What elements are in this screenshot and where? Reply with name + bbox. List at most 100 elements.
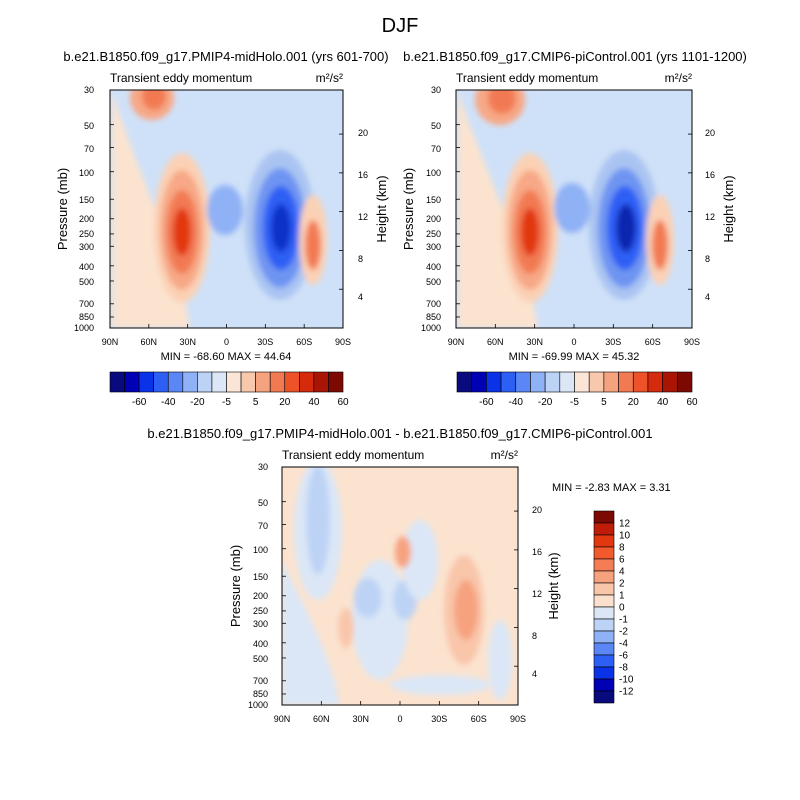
colorbar-swatch — [226, 371, 242, 393]
contour-subpolar-maximum — [305, 220, 321, 270]
contour-positive-region — [338, 608, 354, 648]
y-axis-label: Pressure (mb) — [401, 168, 416, 250]
colorbar-swatch — [593, 510, 615, 524]
x-tick-label: 30N — [526, 337, 543, 347]
colorbar-label: 4 — [619, 567, 625, 578]
colorbar-label: -40 — [161, 397, 176, 408]
y-tick-label: 500 — [79, 277, 94, 287]
colorbar-swatch — [593, 666, 615, 680]
colorbar-swatch — [530, 371, 546, 393]
height-axis-label: Height (km) — [546, 552, 561, 619]
contour-negative-region — [390, 675, 490, 695]
height-axis: 20 16 12 8 4 Height (km) — [358, 128, 389, 302]
y-axis-label: Pressure (mb) — [228, 545, 243, 627]
colorbar-label: 1 — [619, 591, 625, 602]
stats-text: MIN = -69.99 MAX = 45.32 — [509, 351, 640, 363]
colorbar-swatch — [593, 582, 615, 596]
y-tick-label: 200 — [426, 214, 441, 224]
x-axis: 90N 60N 30N 0 30S 60S 90S — [448, 337, 700, 347]
x-tick-label: 30S — [257, 337, 273, 347]
colorbar-label: 40 — [657, 397, 669, 408]
colorbar-label: -10 — [619, 675, 634, 686]
y-tick-label: 250 — [426, 229, 441, 239]
colorbar-label: -60 — [132, 397, 147, 408]
contour-field — [456, 90, 692, 328]
colorbar-swatch — [299, 371, 315, 393]
contour-negative-region — [354, 578, 382, 618]
colorbar-swatch — [544, 371, 561, 393]
height-axis: 20 16 12 8 4 Height (km) — [705, 128, 736, 302]
x-tick-label: 60N — [141, 337, 158, 347]
y-tick-label: 70 — [431, 144, 441, 154]
x-tick-label: 90N — [274, 714, 291, 724]
y-axis: 30 50 70 100 150 200 250 300 400 500 700… — [228, 462, 268, 710]
y-tick-label: 1000 — [421, 323, 441, 333]
colorbar-label: -1 — [619, 615, 628, 626]
contour-northern-maximum — [521, 208, 539, 256]
x-tick-label: 60S — [645, 337, 661, 347]
colorbar-swatch — [559, 371, 575, 393]
colorbar: -60 -40 -20 -5 5 20 40 60 — [109, 371, 349, 408]
y-tick-label: 300 — [426, 242, 441, 252]
colorbar-swatch — [593, 570, 615, 584]
stats-text: MIN = -2.83 MAX = 3.31 — [552, 482, 671, 494]
colorbar-swatch — [313, 371, 329, 393]
y-tick-label: 50 — [84, 121, 94, 131]
stats-text: MIN = -68.60 MAX = 44.64 — [161, 351, 292, 363]
y-axis: 30 50 70 100 150 200 250 300 400 500 700… — [55, 85, 94, 333]
contour-polar-maximum — [142, 90, 166, 110]
colorbar-label: 8 — [619, 543, 625, 554]
y-tick-label: 150 — [253, 572, 268, 582]
y-tick-label: 250 — [79, 229, 94, 239]
height-tick-label: 8 — [532, 631, 537, 641]
y-tick-label: 700 — [426, 299, 441, 309]
colorbar-label: 40 — [308, 397, 320, 408]
colorbar-swatch — [662, 371, 678, 393]
y-tick-label: 500 — [253, 654, 268, 664]
height-tick-label: 16 — [532, 547, 542, 557]
panel-subtitle-right: m²/s² — [491, 448, 518, 462]
colorbar-swatch — [486, 371, 502, 393]
height-tick-label: 16 — [358, 170, 368, 180]
panel-subtitle-right: m²/s² — [316, 71, 343, 85]
y-tick-label: 500 — [426, 277, 441, 287]
y-tick-label: 700 — [253, 676, 268, 686]
y-axis-label: Pressure (mb) — [55, 168, 70, 250]
colorbar-swatch — [124, 371, 140, 393]
panel-title: b.e21.B1850.f09_g17.PMIP4-midHolo.001 (y… — [63, 49, 388, 64]
height-tick-label: 4 — [532, 669, 537, 679]
y-tick-label: 700 — [79, 299, 94, 309]
colorbar-swatch — [618, 371, 634, 393]
contour-negative-region — [352, 560, 408, 680]
colorbar: -60 -40 -20 -5 5 20 40 60 — [456, 371, 698, 408]
colorbar-swatch — [593, 558, 615, 572]
colorbar-swatch — [603, 371, 619, 393]
y-tick-label: 70 — [258, 521, 268, 531]
contour-field — [282, 467, 518, 705]
x-tick-label: 60S — [471, 714, 487, 724]
height-tick-label: 12 — [705, 212, 715, 222]
colorbar-swatch — [593, 534, 615, 548]
y-tick-label: 50 — [258, 498, 268, 508]
colorbar-label: 5 — [601, 397, 607, 408]
y-tick-label: 200 — [253, 591, 268, 601]
height-tick-label: 20 — [358, 128, 368, 138]
y-tick-label: 400 — [253, 639, 268, 649]
colorbar-swatch — [593, 546, 615, 560]
panel-subtitle-left: Transient eddy momentum — [110, 71, 252, 85]
colorbar-label: 0 — [619, 603, 625, 614]
x-tick-label: 30N — [352, 714, 369, 724]
colorbar-label: 6 — [619, 555, 625, 566]
y-tick-label: 100 — [426, 168, 441, 178]
colorbar-swatch — [153, 371, 169, 393]
panel-title: b.e21.B1850.f09_g17.CMIP6-piControl.001 … — [403, 49, 747, 64]
contour-southern-minimum — [616, 204, 636, 252]
y-tick-label: 150 — [79, 195, 94, 205]
contour-negative-region — [306, 467, 330, 575]
x-tick-label: 0 — [571, 337, 576, 347]
colorbar-swatch — [593, 618, 615, 632]
colorbar-label: -8 — [619, 663, 628, 674]
x-tick-label: 90S — [510, 714, 526, 724]
height-axis-label: Height (km) — [374, 175, 389, 242]
